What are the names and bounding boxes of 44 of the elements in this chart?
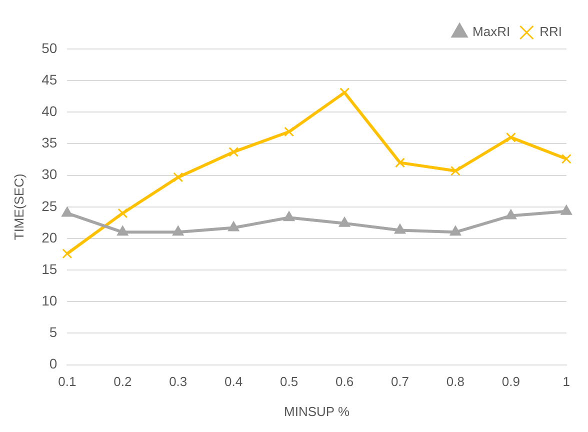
point: [338, 216, 350, 227]
point: [560, 204, 572, 215]
x-tick-label: 0.9: [502, 374, 520, 390]
point: [118, 208, 128, 218]
point: [228, 146, 239, 157]
point: [450, 166, 460, 176]
y-tick-label: 40: [42, 103, 58, 120]
point: [394, 224, 406, 234]
x-tick-label: 1: [562, 374, 570, 390]
y-tick-label: 35: [42, 134, 58, 151]
x-tick-label: 0.6: [335, 374, 354, 390]
point: [284, 126, 294, 137]
y-axis-title: TIME(SEC): [11, 174, 26, 240]
point: [506, 132, 516, 142]
point: [116, 226, 128, 236]
point: [61, 206, 73, 217]
x-tick-label: 0.8: [446, 374, 464, 390]
point: [228, 221, 240, 232]
y-tick-label: 5: [49, 324, 58, 340]
y-tick-label: 50: [42, 40, 58, 56]
point: [394, 158, 405, 168]
y-tick-label: 45: [42, 71, 58, 88]
legend-label: MaxRI: [472, 24, 510, 40]
x-tick-label: 0.7: [390, 374, 410, 390]
y-tick-label: 10: [42, 292, 58, 308]
point: [505, 209, 517, 220]
x-tick-label: 0.1: [58, 374, 76, 390]
point: [340, 88, 350, 98]
y-tick-label: 30: [42, 166, 58, 182]
x-tick-label: 0.4: [224, 374, 243, 390]
point: [561, 154, 572, 164]
y-tick-label: 25: [42, 198, 58, 214]
legend-label: RRI: [540, 24, 562, 40]
point: [172, 226, 184, 236]
point: [283, 211, 295, 222]
x-tick-label: 0.3: [169, 374, 188, 390]
x-axis-title: MINSUP %: [284, 404, 350, 419]
point: [173, 172, 184, 182]
x-tick-label: 0.5: [280, 374, 298, 390]
point: [450, 226, 462, 236]
y-tick-label: 20: [42, 229, 58, 246]
x-tick-label: 0.2: [114, 374, 132, 390]
y-tick-label: 15: [42, 260, 58, 277]
y-tick-label: 0: [49, 356, 58, 372]
